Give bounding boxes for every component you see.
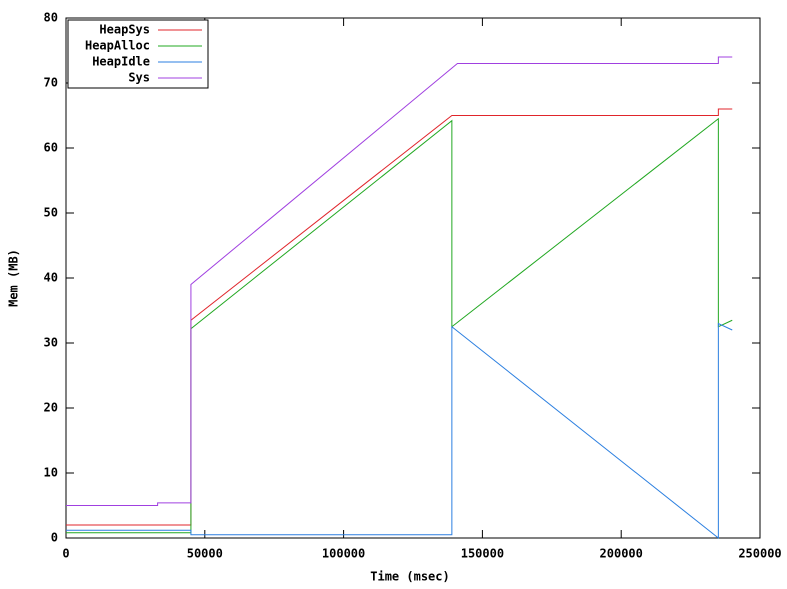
y-tick-label: 60 bbox=[44, 141, 58, 155]
x-tick-label: 250000 bbox=[738, 547, 781, 561]
y-axis-label: Mem (MB) bbox=[7, 249, 21, 307]
series-line bbox=[66, 322, 733, 540]
y-tick-label: 0 bbox=[51, 531, 58, 545]
x-tick-label: 0 bbox=[62, 547, 69, 561]
legend-label: HeapAlloc bbox=[85, 39, 150, 53]
series-line bbox=[66, 108, 733, 526]
x-tick-label: 150000 bbox=[461, 547, 504, 561]
legend-label: HeapSys bbox=[99, 23, 150, 37]
plot-frame bbox=[65, 17, 761, 539]
y-tick-label: 70 bbox=[44, 76, 58, 90]
x-tick-label: 50000 bbox=[187, 547, 223, 561]
legend-label: HeapIdle bbox=[92, 55, 150, 69]
y-tick-label: 40 bbox=[44, 271, 58, 285]
legend-label: Sys bbox=[128, 71, 150, 85]
series-line bbox=[66, 117, 733, 534]
x-tick-label: 200000 bbox=[600, 547, 643, 561]
y-tick-label: 10 bbox=[44, 466, 58, 480]
legend-box bbox=[67, 19, 209, 89]
y-tick-label: 20 bbox=[44, 401, 58, 415]
y-tick-label: 80 bbox=[44, 11, 58, 25]
x-tick-label: 100000 bbox=[322, 547, 365, 561]
x-axis-label: Time (msec) bbox=[370, 570, 449, 584]
y-tick-label: 50 bbox=[44, 206, 58, 220]
series-line bbox=[66, 56, 733, 506]
y-tick-label: 30 bbox=[44, 336, 58, 350]
